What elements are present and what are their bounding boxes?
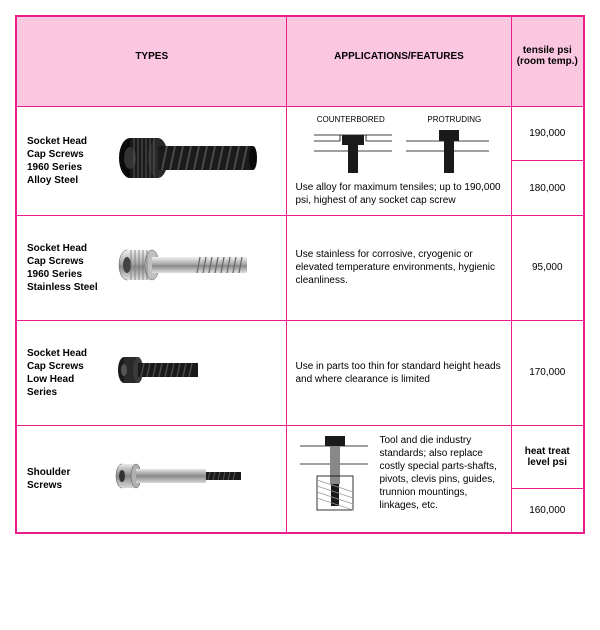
psi-shoulder-2: 160,000	[511, 489, 584, 533]
app-cell-lowhead: Use in parts too thin for standard heigh…	[287, 320, 511, 425]
screw-icon-lowhead	[112, 354, 222, 391]
app-text-lowhead: Use in parts too thin for standard heigh…	[295, 360, 502, 386]
diag-label-protruding: PROTRUDING	[427, 115, 481, 125]
type-cell-shoulder: Shoulder Screws	[16, 425, 287, 533]
shoulder-diagram-icon	[295, 434, 373, 524]
app-text-alloy: Use alloy for maximum tensiles; up to 19…	[295, 181, 502, 207]
app-cell-stainless: Use stainless for corrosive, cryogenic o…	[287, 215, 511, 320]
screw-spec-table: TYPES APPLICATIONS/FEATURES tensile psi …	[15, 15, 585, 534]
app-cell-shoulder: Tool and die industry standards; also re…	[287, 425, 511, 533]
screw-icon-alloy	[112, 131, 262, 191]
psi-shoulder-1: heat treat level psi	[511, 425, 584, 488]
type-cell-alloy: Socket Head Cap Screws 1960 Series Alloy…	[16, 106, 287, 215]
app-text-shoulder: Tool and die industry standards; also re…	[379, 434, 502, 512]
psi-alloy-2: 180,000	[511, 161, 584, 216]
type-label-alloy: Socket Head Cap Screws 1960 Series Alloy…	[27, 135, 102, 187]
mounting-diagram-icon	[304, 127, 494, 175]
screw-icon-shoulder	[112, 461, 252, 496]
psi-alloy-1: 190,000	[511, 106, 584, 161]
type-label-shoulder: Shoulder Screws	[27, 466, 102, 492]
type-label-stainless: Socket Head Cap Screws 1960 Series Stain…	[27, 242, 102, 294]
header-types: TYPES	[16, 16, 287, 106]
app-text-stainless: Use stainless for corrosive, cryogenic o…	[295, 248, 502, 287]
type-cell-lowhead: Socket Head Cap Screws Low Head Series	[16, 320, 287, 425]
type-cell-stainless: Socket Head Cap Screws 1960 Series Stain…	[16, 215, 287, 320]
type-label-lowhead: Socket Head Cap Screws Low Head Series	[27, 347, 102, 399]
psi-stainless: 95,000	[511, 215, 584, 320]
diag-label-counterbored: COUNTERBORED	[317, 115, 385, 125]
header-tensile: tensile psi (room temp.)	[511, 16, 584, 106]
psi-lowhead: 170,000	[511, 320, 584, 425]
app-cell-alloy: COUNTERBORED PROTRUDING	[287, 106, 511, 215]
screw-icon-stainless	[112, 246, 262, 289]
header-applications: APPLICATIONS/FEATURES	[287, 16, 511, 106]
